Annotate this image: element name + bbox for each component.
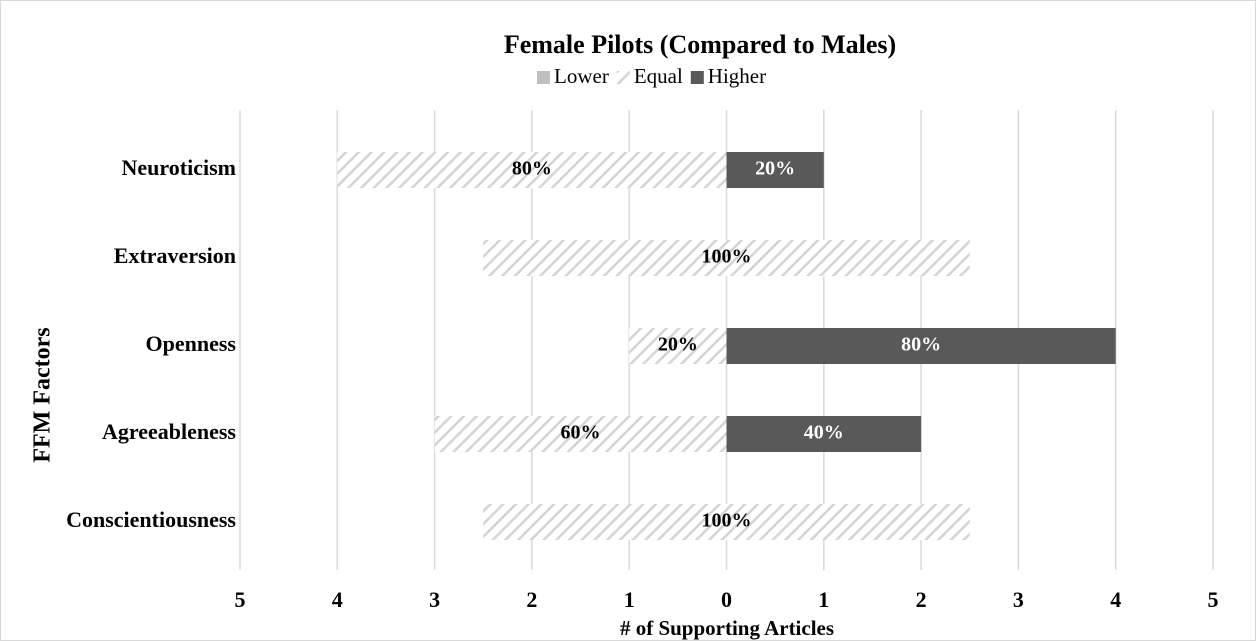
x-tick-label: 5 (235, 587, 246, 612)
y-tick-label: Conscientiousness (66, 507, 236, 532)
data-label: 60% (561, 422, 601, 444)
data-label: 100% (702, 246, 752, 268)
legend-label: Lower (554, 64, 609, 88)
legend-swatch (690, 71, 704, 84)
x-tick-label: 1 (818, 587, 829, 612)
y-axis-title: FFM Factors (30, 327, 56, 462)
data-label: 40% (804, 422, 844, 444)
x-tick-label: 2 (916, 587, 927, 612)
x-tick-label: 0 (721, 587, 732, 612)
bar (726, 152, 824, 188)
legend-label: Equal (634, 64, 683, 88)
chart-title: Female Pilots (Compared to Males) (504, 30, 896, 59)
y-tick-label: Neuroticism (122, 155, 236, 180)
legend-swatch (616, 71, 630, 84)
y-tick-label: Agreeableness (102, 419, 236, 444)
y-tick-label: Extraversion (114, 243, 236, 268)
data-label: 100% (702, 510, 752, 532)
x-tick-label: 1 (624, 587, 635, 612)
data-label: 80% (901, 334, 941, 356)
x-tick-label: 2 (526, 587, 537, 612)
x-axis-title: # of Supporting Articles (620, 616, 834, 640)
bar (629, 328, 727, 364)
data-label: 20% (658, 334, 698, 356)
legend-label: Higher (708, 64, 766, 88)
y-tick-label: Openness (146, 331, 237, 356)
x-tick-label: 4 (332, 587, 343, 612)
x-tick-label: 3 (1013, 587, 1024, 612)
bar (726, 328, 1116, 364)
data-label: 80% (512, 158, 552, 180)
bar (337, 152, 727, 188)
data-label: 20% (755, 158, 795, 180)
legend-swatch (537, 71, 550, 84)
x-tick-label: 4 (1110, 587, 1121, 612)
bar (483, 240, 970, 276)
bar (726, 416, 922, 452)
x-tick-label: 3 (429, 587, 440, 612)
x-tick-label: 5 (1208, 587, 1219, 612)
bar (483, 504, 970, 540)
bar (434, 416, 727, 452)
